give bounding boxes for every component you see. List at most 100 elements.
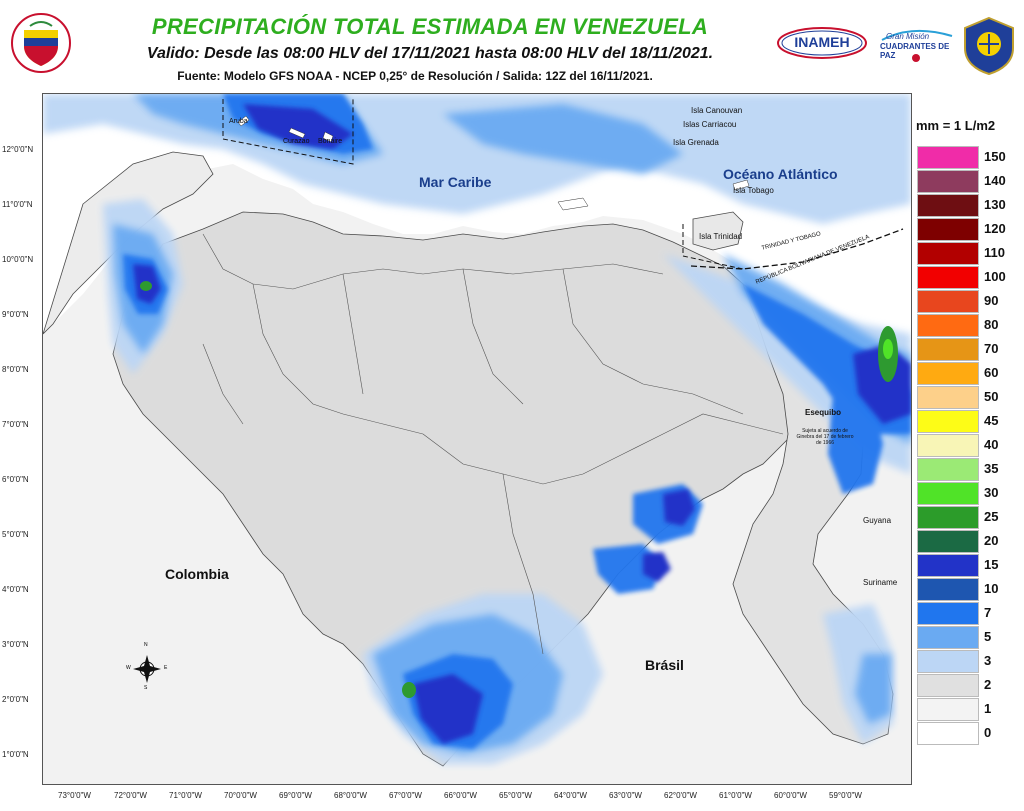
lat-tick: 11°0'0"N [2, 200, 33, 209]
suriname-label: Suriname [863, 578, 898, 587]
precipitation-extreme [133, 104, 911, 744]
legend-value: 130 [984, 197, 1006, 212]
lon-tick: 64°0'0"W [554, 791, 587, 800]
bonaire-island [322, 131, 334, 143]
carriacou-label: Islas Carriacou [683, 120, 737, 129]
lon-tick: 69°0'0"W [279, 791, 312, 800]
compass-west-label: W [126, 665, 131, 671]
lat-tick: 9°0'0"N [2, 310, 29, 319]
legend-swatch [917, 578, 979, 601]
colombia-label: Colombia [165, 566, 229, 582]
lon-tick: 72°0'0"W [114, 791, 147, 800]
margarita-island [557, 197, 589, 211]
legend-swatch [917, 650, 979, 673]
legend-title: mm = 1 L/m2 [916, 118, 996, 133]
tobago-island [732, 179, 750, 191]
curazao-island [288, 127, 306, 139]
compass-east-label: E [164, 665, 168, 671]
maritime-boundary-line [690, 228, 904, 270]
lat-tick: 12°0'0"N [2, 145, 34, 154]
legend-swatch [917, 506, 979, 529]
legend-value: 5 [984, 629, 992, 644]
institution-badge-logo [962, 16, 1016, 76]
curazao-label: Curazao [283, 138, 310, 145]
compass-rose [133, 655, 161, 683]
abc-islands-boundary [222, 99, 354, 165]
legend-swatch [917, 410, 979, 433]
cuadrantes-logo-line1: Gran Misión [886, 32, 930, 41]
legend-value: 3 [984, 653, 992, 668]
legend-swatch [917, 674, 979, 697]
legend-value: 15 [984, 557, 999, 572]
legend-value: 110 [984, 245, 1005, 260]
legend-value: 25 [984, 509, 999, 524]
legend-value: 70 [984, 341, 999, 356]
legend-swatch [917, 554, 979, 577]
legend-value: 30 [984, 485, 999, 500]
precipitation-map: Mar Caribe Océano Atlántico Colombia Brá… [42, 93, 912, 785]
legend-swatch [917, 170, 979, 193]
map-title: PRECIPITACIÓN TOTAL ESTIMADA EN VENEZUEL… [151, 14, 709, 39]
canouvan-label: Isla Canouvan [691, 106, 743, 115]
aruba-label: Aruba [229, 118, 248, 125]
trinidad-island [692, 211, 744, 251]
trinidad-label: Isla Trinidad [699, 232, 743, 241]
data-source: Fuente: Modelo GFS NOAA - NCEP 0,25° de … [177, 69, 653, 83]
venezuela-shield-logo [10, 12, 72, 74]
lat-tick: 3°0'0"N [2, 640, 29, 649]
legend-swatch [917, 146, 979, 169]
lat-tick: 8°0'0"N [2, 365, 29, 374]
legend-swatch [917, 338, 979, 361]
legend-value: 50 [984, 389, 999, 404]
legend-value: 1 [984, 701, 992, 716]
cuadrantes-logo-line2: CUADRANTES DE PAZ [880, 42, 950, 60]
legend-swatch [917, 698, 979, 721]
lon-tick: 68°0'0"W [334, 791, 367, 800]
legend-value: 120 [984, 221, 1006, 236]
legend-swatch [917, 314, 979, 337]
legend-swatch [917, 722, 979, 745]
legend-swatch [917, 362, 979, 385]
legend-value: 100 [984, 269, 1006, 284]
inameh-logo: INAMEH [776, 26, 868, 60]
legend-value: 140 [984, 173, 1006, 188]
lon-tick: 70°0'0"W [224, 791, 257, 800]
lon-tick: 60°0'0"W [774, 791, 807, 800]
legend-value: 0 [984, 725, 992, 740]
lon-tick: 61°0'0"W [719, 791, 752, 800]
legend-swatch [917, 386, 979, 409]
legend-value: 150 [984, 149, 1006, 164]
compass-north-label: N [144, 642, 148, 648]
legend-swatch [917, 530, 979, 553]
state-borders [202, 233, 784, 655]
lon-tick: 73°0'0"W [58, 791, 91, 800]
grenada-label: Isla Grenada [673, 138, 719, 147]
lat-tick: 7°0'0"N [2, 420, 29, 429]
atlantic-ocean-label: Océano Atlántico [723, 166, 838, 182]
guyana-label: Guyana [863, 516, 892, 525]
legend-value: 90 [984, 293, 999, 308]
lat-tick: 10°0'0"N [2, 255, 34, 264]
lat-tick: 4°0'0"N [2, 585, 29, 594]
tobago-label: Isla Tobago [733, 186, 774, 195]
legend-value: 60 [984, 365, 999, 380]
bonaire-label: Bonaire [318, 138, 343, 145]
legend-value: 10 [984, 581, 999, 596]
lon-tick: 65°0'0"W [499, 791, 532, 800]
lon-tick: 59°0'0"W [829, 791, 862, 800]
esequibo-note: Sujeta al acuerdo de Ginebra del 17 de f… [796, 428, 854, 446]
guajira-land [43, 151, 214, 335]
legend-value: 35 [984, 461, 999, 476]
legend-swatch [917, 482, 979, 505]
lon-tick: 66°0'0"W [444, 791, 477, 800]
lon-tick: 62°0'0"W [664, 791, 697, 800]
caribbean-sea-label: Mar Caribe [419, 174, 492, 190]
precipitation-green-cells [140, 281, 898, 698]
legend-swatch [917, 266, 979, 289]
legend-swatch [917, 290, 979, 313]
compass-south-label: S [144, 685, 148, 691]
legend-value: 80 [984, 317, 999, 332]
legend-value: 40 [984, 437, 999, 452]
legend-value: 2 [984, 677, 992, 692]
lat-tick: 6°0'0"N [2, 475, 29, 484]
